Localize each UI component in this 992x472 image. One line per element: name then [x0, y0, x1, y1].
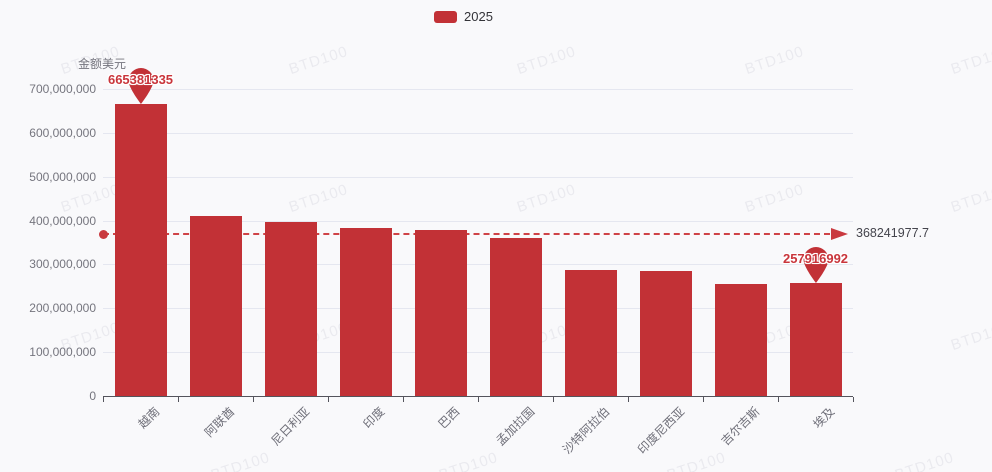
watermark-text: BTD100: [286, 42, 351, 79]
watermark-text: BTD100: [948, 180, 992, 217]
average-line-arrow: [831, 228, 848, 241]
x-axis-label: 阿联酋: [201, 404, 237, 440]
watermark-text: BTD100: [208, 448, 273, 472]
x-axis-label: 孟加拉国: [492, 404, 537, 449]
y-tick-label: 700,000,000: [29, 82, 96, 96]
x-axis-label: 印度尼西亚: [634, 404, 687, 457]
watermark-text: BTD100: [286, 180, 351, 217]
x-axis-label: 巴西: [434, 404, 462, 432]
y-gridline: [103, 220, 853, 222]
x-axis-label: 埃及: [809, 404, 837, 432]
x-axis-label: 沙特阿拉伯: [559, 404, 612, 457]
x-axis-label: 尼日利亚: [267, 404, 312, 449]
y-tick-label: 300,000,000: [29, 257, 96, 272]
y-axis-title: 金额美元: [78, 57, 127, 71]
average-line-start-dot: [99, 229, 108, 239]
mark-point-value-label: 665381335: [107, 72, 174, 88]
watermark-text: BTD100: [892, 448, 957, 472]
mark-point-pin: [125, 67, 157, 110]
x-axis-label: 印度: [359, 404, 387, 432]
mark-point-value-label: 257916992: [782, 250, 849, 266]
x-axis-tick: [403, 397, 404, 402]
y-gridline: [103, 89, 853, 90]
y-tick-label: 200,000,000: [29, 301, 96, 316]
y-tick-label: 500,000,000: [29, 169, 96, 184]
bar-2[interactable]: [189, 216, 242, 396]
watermark-text: BTD100: [514, 42, 579, 79]
average-line-value-label: 368241977.7: [856, 226, 929, 241]
bar-8[interactable]: [639, 271, 692, 396]
x-axis-tick: [553, 397, 554, 402]
watermark-text: BTD100: [948, 318, 992, 355]
y-gridline: [103, 264, 853, 266]
watermark-text: BTD100: [742, 42, 807, 79]
x-axis-label: 越南: [134, 404, 162, 432]
x-axis-label: 吉尔吉斯: [717, 404, 762, 449]
y-gridline: [103, 352, 853, 354]
y-tick-label: 600,000,000: [29, 125, 96, 140]
bar-9[interactable]: [714, 283, 767, 396]
x-axis-tick: [703, 397, 704, 402]
x-axis-tick: [853, 397, 854, 402]
bar-3[interactable]: [264, 222, 317, 396]
watermark-text: BTD100: [664, 448, 729, 472]
bar-7[interactable]: [564, 269, 617, 396]
average-line: [103, 233, 830, 236]
watermark-text: BTD100: [948, 42, 992, 79]
bar-10[interactable]: [789, 282, 842, 396]
watermark-text: BTD100: [514, 180, 579, 217]
x-axis-tick: [778, 397, 779, 402]
x-axis-tick: [478, 397, 479, 402]
x-axis-tick: [253, 397, 254, 402]
bar-4[interactable]: [339, 228, 392, 396]
legend-label: 2025: [464, 9, 493, 24]
watermark-text: BTD100: [58, 180, 123, 217]
y-gridline: [103, 132, 853, 134]
x-axis-tick: [103, 397, 104, 402]
watermark-text: BTD100: [742, 180, 807, 217]
bar-5[interactable]: [414, 230, 467, 396]
x-axis-line: [103, 396, 853, 397]
legend-item-2025[interactable]: 2025: [434, 9, 493, 24]
x-axis-tick: [178, 397, 179, 402]
y-gridline: [103, 308, 853, 310]
x-axis-tick: [328, 397, 329, 402]
y-gridline: [103, 176, 853, 178]
y-tick-label: 0: [89, 389, 96, 403]
mark-point-pin: [800, 246, 832, 289]
y-tick-label: 400,000,000: [29, 213, 96, 228]
y-tick-label: 100,000,000: [29, 345, 96, 360]
watermark-text: BTD100: [436, 448, 501, 472]
bar-1[interactable]: [114, 104, 167, 396]
bar-6[interactable]: [489, 238, 542, 396]
legend-swatch: [434, 10, 457, 23]
x-axis-tick: [628, 397, 629, 402]
